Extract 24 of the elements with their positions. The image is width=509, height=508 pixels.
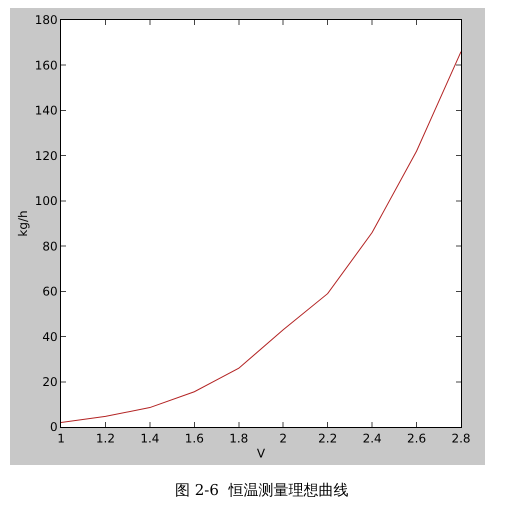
y-axis-title: kg/h [16,210,30,237]
x-tick-label: 2.8 [451,431,471,446]
y-tick-label: 60 [42,284,58,299]
y-tick-label: 180 [34,13,58,28]
x-tick-label: 1.4 [140,431,160,446]
x-tick-label: 1 [57,431,65,446]
y-tick-label: 80 [42,239,58,254]
line-series [61,51,461,423]
x-tick-label: 2.6 [407,431,426,446]
x-tick-label: 2 [279,431,288,446]
y-tick-label: 160 [34,58,58,72]
x-tick-label: 1.6 [184,431,204,446]
y-tick-label: 120 [34,148,58,163]
x-tick-label: 2.2 [318,431,338,446]
y-tick-label: 20 [42,374,58,389]
y-tick-label: 0 [50,420,58,434]
x-axis-title: V [256,446,266,460]
caption: 图 2-6 恒温测量理想曲线 [175,481,348,499]
x-tick-label: 2.4 [362,431,382,446]
x-tick-label: 1.8 [229,431,248,446]
x-tick-label: 1.2 [96,431,115,446]
y-tick-label: 40 [42,330,58,344]
y-tick-label: 140 [34,104,58,118]
y-tick-label: 100 [34,194,58,208]
